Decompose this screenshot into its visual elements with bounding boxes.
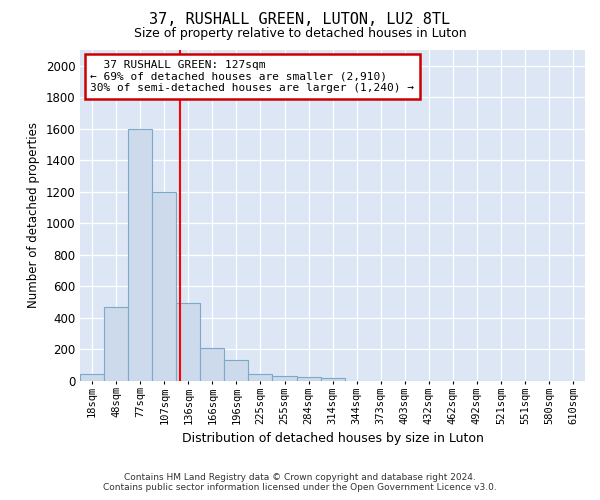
Bar bbox=[296, 378, 320, 380]
Text: 37 RUSHALL GREEN: 127sqm  
← 69% of detached houses are smaller (2,910)
30% of s: 37 RUSHALL GREEN: 127sqm ← 69% of detach… bbox=[90, 60, 414, 93]
Text: Contains HM Land Registry data © Crown copyright and database right 2024.
Contai: Contains HM Land Registry data © Crown c… bbox=[103, 473, 497, 492]
X-axis label: Distribution of detached houses by size in Luton: Distribution of detached houses by size … bbox=[182, 432, 484, 445]
Bar bbox=[320, 378, 344, 380]
Bar bbox=[224, 360, 248, 380]
Bar bbox=[272, 376, 296, 380]
Bar bbox=[248, 374, 272, 380]
Bar bbox=[104, 308, 128, 380]
Bar bbox=[176, 304, 200, 380]
Bar bbox=[80, 374, 104, 380]
Bar bbox=[200, 348, 224, 380]
Bar bbox=[152, 192, 176, 380]
Text: Size of property relative to detached houses in Luton: Size of property relative to detached ho… bbox=[134, 28, 466, 40]
Bar bbox=[128, 128, 152, 380]
Text: 37, RUSHALL GREEN, LUTON, LU2 8TL: 37, RUSHALL GREEN, LUTON, LU2 8TL bbox=[149, 12, 451, 28]
Y-axis label: Number of detached properties: Number of detached properties bbox=[27, 122, 40, 308]
